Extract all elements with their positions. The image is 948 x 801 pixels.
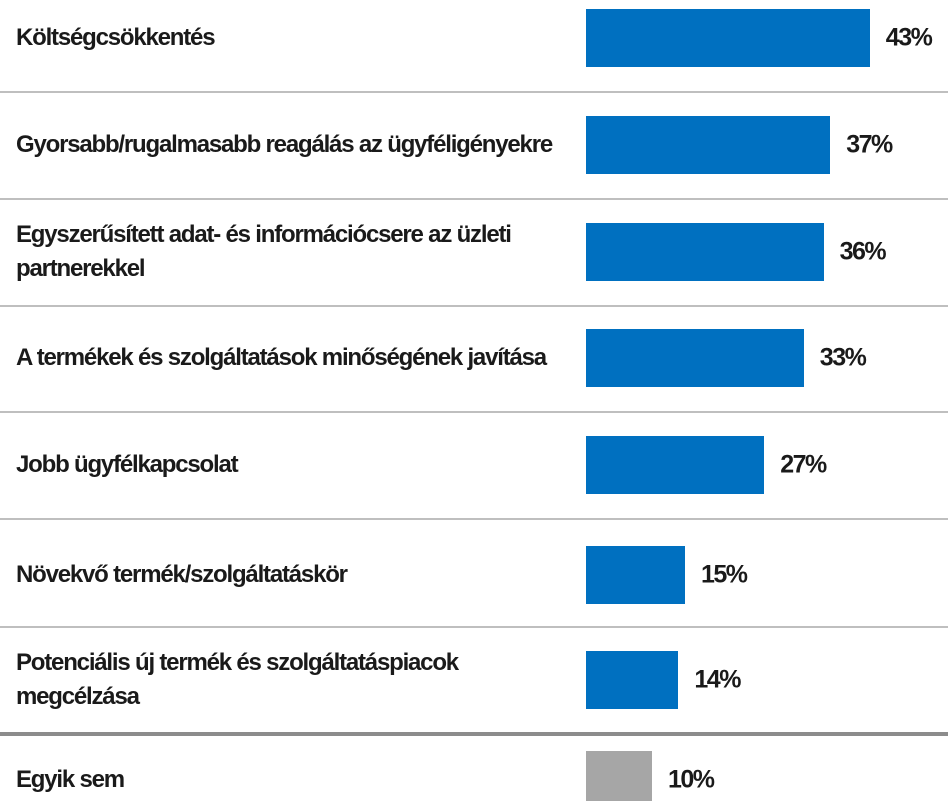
bar: [586, 651, 679, 709]
value-label: 36%: [839, 237, 887, 266]
group-separator: [0, 732, 948, 736]
bar: [586, 329, 804, 387]
category-label: A termékek és szolgáltatások minőségének…: [16, 344, 547, 371]
bar: [586, 223, 824, 281]
row-separator: [0, 91, 948, 93]
value-label: 10%: [668, 765, 715, 794]
row-separator: [0, 626, 948, 628]
bar: [586, 546, 685, 604]
row-separator: [0, 411, 948, 413]
value-label: 37%: [846, 130, 893, 159]
bar: [586, 751, 652, 801]
row-separator: [0, 198, 948, 200]
category-label: Költségcsökkentés: [16, 24, 216, 51]
bar: [586, 116, 831, 174]
category-label: Gyorsabb/rugalmasabb reagálás az ügyféli…: [16, 131, 553, 158]
category-label: Jobb ügyfélkapcsolat: [16, 451, 239, 478]
value-label: 15%: [701, 560, 748, 589]
bar: [586, 436, 765, 494]
category-label: Növekvő termék/szolgáltatáskör: [16, 561, 348, 588]
bar: [586, 9, 870, 67]
value-label: 33%: [819, 343, 867, 372]
category-label: Egyik sem: [16, 766, 125, 793]
value-label: 27%: [780, 450, 827, 479]
row-separator: [0, 305, 948, 307]
category-label: Egyszerűsített adat- és információcsere …: [16, 221, 512, 282]
value-label: 43%: [885, 23, 933, 52]
category-label: Potenciális új termék és szolgáltatáspia…: [16, 649, 459, 710]
row-separator: [0, 518, 948, 520]
value-label: 14%: [694, 665, 741, 694]
